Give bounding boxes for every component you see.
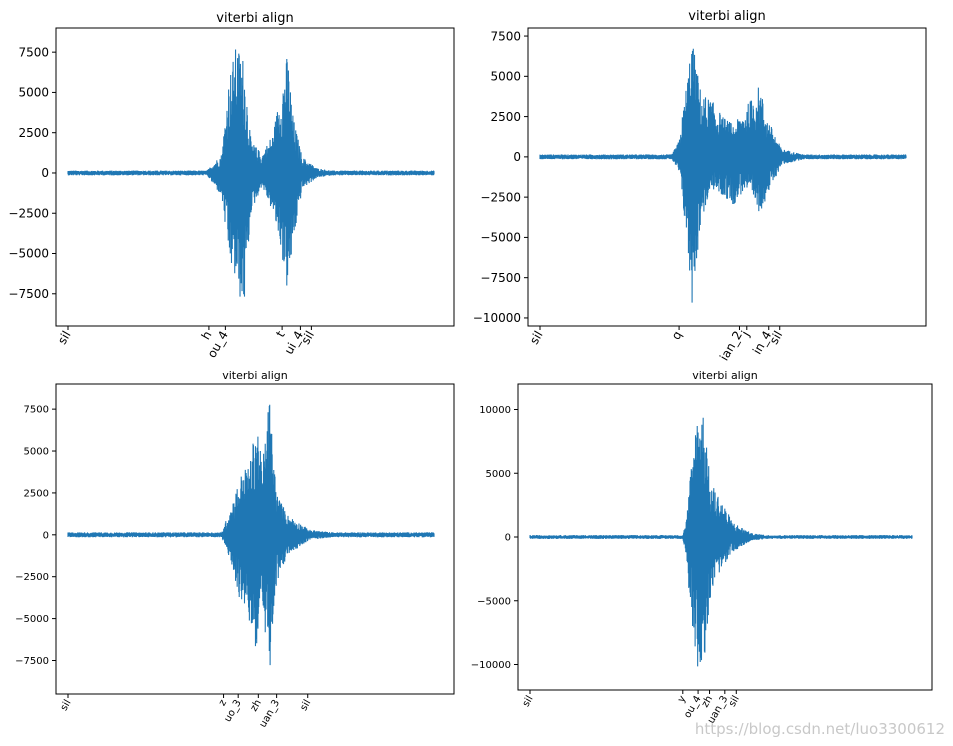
waveform-series xyxy=(67,404,435,666)
x-tick-label-sil: sil xyxy=(727,694,742,709)
x-tick-label-sil: sil xyxy=(298,329,317,347)
y-tick-label: −7500 xyxy=(8,287,49,301)
x-tick-label-y: y xyxy=(676,694,689,705)
chart-title: viterbi align xyxy=(692,369,758,382)
y-tick-label: 5000 xyxy=(486,469,511,480)
subplot-2: viterbi align −10000 −7500 −5000 −2500 0 2500 5… xyxy=(473,9,927,363)
subplot-3: viterbi align −7500 −5000 −2500 0 2500 5000 750… xyxy=(15,369,455,730)
axes-frame xyxy=(55,27,455,327)
y-tick-label: 5000 xyxy=(24,447,49,458)
x-tick-label-t: t xyxy=(273,328,288,339)
y-tick-label: 0 xyxy=(43,530,49,541)
y-tick-label: −5000 xyxy=(480,231,521,245)
y-tick-label: −7500 xyxy=(480,271,521,285)
x-tick-label-sil: sil xyxy=(59,698,74,713)
y-tick-label: 0 xyxy=(505,533,511,544)
y-tick-label: 0 xyxy=(513,150,521,164)
y-tick-label: 2500 xyxy=(24,488,49,499)
x-tick-label-sil: sil xyxy=(521,694,536,709)
y-tick-label: 7500 xyxy=(18,45,49,59)
y-tick-label: −5000 xyxy=(477,596,511,607)
x-tick-label-zh: zh xyxy=(700,694,715,710)
y-tick-label: −5000 xyxy=(15,614,49,625)
y-tick-label: −10000 xyxy=(471,660,511,671)
x-tick-label-sil: sil xyxy=(767,329,786,347)
watermark: https://blog.csdn.net/luo3300612 xyxy=(694,720,945,738)
x-tick-label-zh: zh xyxy=(249,698,264,714)
y-tick-label: −2500 xyxy=(480,190,521,204)
waveform-series xyxy=(529,417,913,667)
y-tick-label: 5000 xyxy=(490,70,521,84)
y-tick-label: −5000 xyxy=(8,247,49,261)
x-tick-label-sil: sil xyxy=(298,698,313,713)
chart-title: viterbi align xyxy=(688,9,765,24)
y-tick-label: 10000 xyxy=(479,405,511,416)
waveform-series xyxy=(539,48,907,303)
chart-title: viterbi align xyxy=(216,11,293,26)
x-tick-label-q: q xyxy=(669,329,685,343)
x-tick-label-j: j xyxy=(738,329,752,340)
y-tick-label: 7500 xyxy=(24,405,49,416)
y-tick-label: −2500 xyxy=(8,206,49,220)
y-tick-label: 0 xyxy=(41,166,49,180)
x-tick-label-sil: sil xyxy=(527,329,546,347)
y-tick-label: −2500 xyxy=(15,572,49,583)
y-tick-label: −10000 xyxy=(473,311,521,325)
axes-frame xyxy=(527,27,927,327)
waveform-series xyxy=(67,49,435,297)
y-tick-label: 2500 xyxy=(490,110,521,124)
y-tick-label: 7500 xyxy=(490,29,521,43)
x-tick-label-sil: sil xyxy=(55,329,74,347)
x-tick-label-z: z xyxy=(217,698,229,708)
subplot-1: viterbi align −7500 −5000 −2500 0 2500 5000 750… xyxy=(8,11,455,360)
chart-title: viterbi align xyxy=(222,369,288,382)
axes-frame xyxy=(55,383,455,695)
y-tick-label: 5000 xyxy=(18,86,49,100)
y-tick-label: −7500 xyxy=(15,656,49,667)
y-tick-label: 2500 xyxy=(18,126,49,140)
